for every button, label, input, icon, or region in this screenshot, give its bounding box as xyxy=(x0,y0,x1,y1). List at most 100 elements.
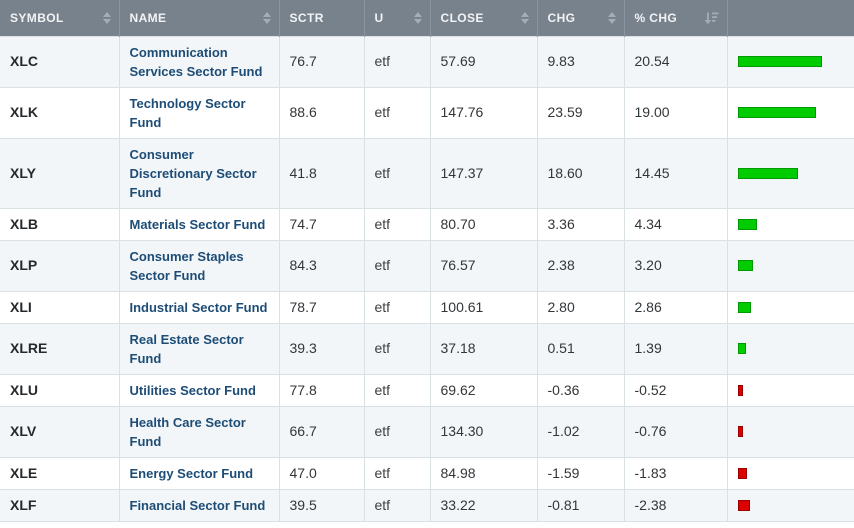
chg-cell: -0.36 xyxy=(536,373,624,406)
symbol-cell: XLI xyxy=(0,290,119,323)
pct-change-bar-cell xyxy=(726,405,854,457)
caret-down-icon xyxy=(413,18,422,24)
sort-updown-icon xyxy=(607,11,616,24)
chg-cell: 2.38 xyxy=(536,239,624,291)
pct-change-bar-cell xyxy=(726,207,854,240)
u-cell: etf xyxy=(363,207,430,240)
pct-change-bar xyxy=(737,426,743,437)
caret-down-icon xyxy=(102,18,111,24)
column-header-label: U xyxy=(374,10,384,25)
pct-change-bar xyxy=(737,167,798,179)
u-cell: etf xyxy=(363,239,430,291)
sctr-cell: 41.8 xyxy=(278,137,364,208)
sort-updown-icon xyxy=(520,11,529,24)
fund-name-link[interactable]: Consumer Discretionary Sector Fund xyxy=(129,146,257,200)
pct-change-bar-cell xyxy=(726,322,854,374)
symbol-cell: XLF xyxy=(0,488,119,522)
table-row: XLRE Real Estate Sector Fund 39.3 etf 37.18 0… xyxy=(0,322,854,374)
fund-name-link[interactable]: Health Care Sector Fund xyxy=(129,414,246,449)
u-cell: etf xyxy=(363,373,430,406)
pct-chg-cell: 2.86 xyxy=(623,290,727,323)
u-cell: etf xyxy=(363,405,430,457)
close-cell: 33.22 xyxy=(429,488,537,522)
close-cell: 76.57 xyxy=(429,239,537,291)
column-header-name[interactable]: NAME xyxy=(118,0,279,36)
sort-updown-icon xyxy=(413,11,422,24)
fund-name-link[interactable]: Consumer Staples Sector Fund xyxy=(129,248,244,283)
name-cell: Utilities Sector Fund xyxy=(118,373,279,406)
column-header-label: CHG xyxy=(547,10,576,25)
pct-change-bar xyxy=(737,499,750,511)
pct-change-bar-cell xyxy=(726,86,854,138)
fund-name-link[interactable]: Materials Sector Fund xyxy=(129,216,266,232)
caret-down-icon xyxy=(262,18,271,24)
table-row: XLP Consumer Staples Sector Fund 84.3 etf 76… xyxy=(0,239,854,291)
close-cell: 147.76 xyxy=(429,86,537,138)
table-body: XLC Communication Services Sector Fund 76.… xyxy=(0,35,854,522)
pct-chg-cell: -0.76 xyxy=(623,405,727,457)
name-cell: Technology Sector Fund xyxy=(118,86,279,138)
column-header-symbol[interactable]: SYMBOL xyxy=(0,0,119,36)
close-cell: 80.70 xyxy=(429,207,537,240)
fund-name-link[interactable]: Financial Sector Fund xyxy=(129,497,266,513)
symbol-cell: XLU xyxy=(0,373,119,406)
pct-change-bar xyxy=(737,343,746,354)
pct-change-bar xyxy=(737,260,753,271)
column-header-chg[interactable]: CHG xyxy=(536,0,624,36)
fund-name-link[interactable]: Technology Sector Fund xyxy=(129,95,246,130)
column-header-inner: SCTR xyxy=(290,11,356,25)
chg-cell: -1.59 xyxy=(536,456,624,489)
sctr-cell: 77.8 xyxy=(278,373,364,406)
symbol-cell: XLC xyxy=(0,35,119,87)
column-header-close[interactable]: CLOSE xyxy=(429,0,537,36)
symbol-cell: XLP xyxy=(0,239,119,291)
pct-chg-cell: 19.00 xyxy=(623,86,727,138)
close-cell: 57.69 xyxy=(429,35,537,87)
pct-change-bar-cell xyxy=(726,456,854,489)
u-cell: etf xyxy=(363,137,430,208)
close-cell: 37.18 xyxy=(429,322,537,374)
sctr-cell: 39.5 xyxy=(278,488,364,522)
caret-up-icon xyxy=(413,11,422,17)
close-cell: 69.62 xyxy=(429,373,537,406)
name-cell: Industrial Sector Fund xyxy=(118,290,279,323)
column-header-pctchg[interactable]: % CHG xyxy=(623,0,727,36)
pct-change-bar-cell xyxy=(726,239,854,291)
column-header-inner: CLOSE xyxy=(441,11,529,25)
symbol-cell: XLB xyxy=(0,207,119,240)
table-row: XLC Communication Services Sector Fund 76.… xyxy=(0,35,854,87)
chg-cell: -1.02 xyxy=(536,405,624,457)
name-cell: Financial Sector Fund xyxy=(118,488,279,522)
column-header-inner: CHG xyxy=(548,11,616,25)
close-cell: 84.98 xyxy=(429,456,537,489)
fund-name-link[interactable]: Real Estate Sector Fund xyxy=(129,331,244,366)
column-header-label: SYMBOL xyxy=(10,10,64,25)
table-row: XLV Health Care Sector Fund 66.7 etf 134.30-… xyxy=(0,405,854,457)
sctr-cell: 47.0 xyxy=(278,456,364,489)
column-header-inner: % CHG xyxy=(635,11,719,25)
fund-name-link[interactable]: Utilities Sector Fund xyxy=(129,382,256,398)
fund-name-link[interactable]: Communication Services Sector Fund xyxy=(129,44,263,79)
close-cell: 147.37 xyxy=(429,137,537,208)
chg-cell: 18.60 xyxy=(536,137,624,208)
sort-updown-icon xyxy=(102,11,111,24)
sort-updown-icon xyxy=(262,11,271,24)
name-cell: Energy Sector Fund xyxy=(118,456,279,489)
fund-name-link[interactable]: Energy Sector Fund xyxy=(129,465,254,481)
symbol-cell: XLE xyxy=(0,456,119,489)
fund-name-link[interactable]: Industrial Sector Fund xyxy=(129,299,268,315)
pct-change-bar xyxy=(737,218,757,230)
column-header-sctr[interactable]: SCTR xyxy=(278,0,364,36)
sort-descending-icon xyxy=(704,12,718,24)
name-cell: Communication Services Sector Fund xyxy=(118,35,279,87)
column-header-u[interactable]: U xyxy=(363,0,430,36)
pct-chg-cell: -0.52 xyxy=(623,373,727,406)
table-row: XLK Technology Sector Fund 88.6 etf 147.76 23… xyxy=(0,86,854,138)
pct-chg-cell: 1.39 xyxy=(623,322,727,374)
pct-change-bar-cell xyxy=(726,290,854,323)
pct-change-bar-cell xyxy=(726,35,854,87)
column-header-inner: U xyxy=(375,11,422,25)
pct-chg-cell: 3.20 xyxy=(623,239,727,291)
table-row: XLB Materials Sector Fund 74.7 etf 80.70 3.36… xyxy=(0,207,854,240)
